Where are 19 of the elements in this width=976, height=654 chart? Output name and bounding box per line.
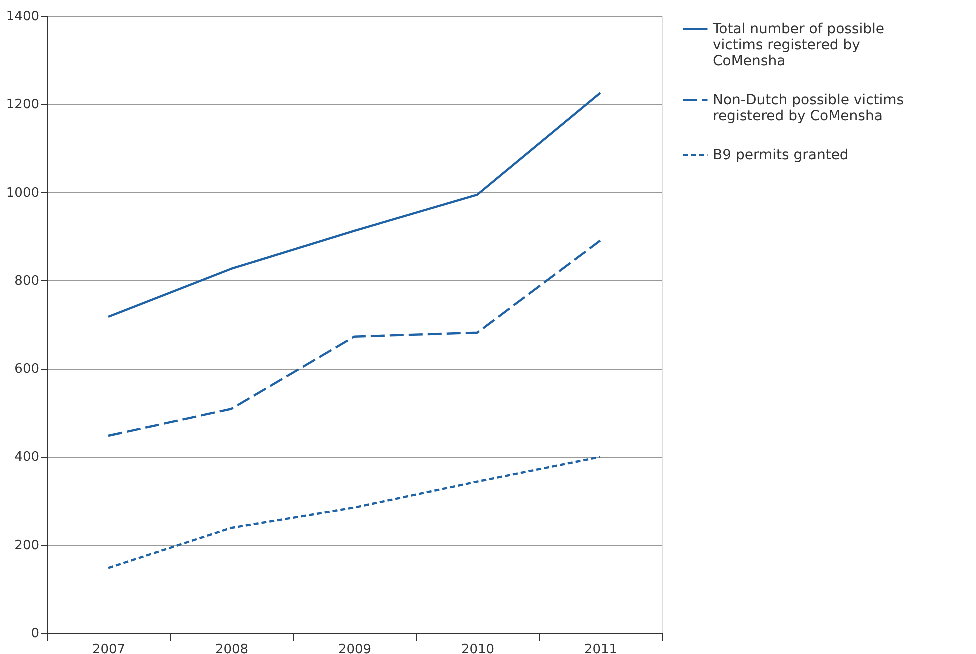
line-series	[107, 240, 602, 438]
y-tick-label: 600	[14, 362, 40, 378]
legend-label: Non-Dutch possible victims registered by CoMensha	[713, 92, 904, 124]
y-tick-label: 0	[31, 626, 40, 642]
line-series	[107, 456, 602, 570]
y-tick-label: 200	[14, 538, 40, 554]
y-tick-label: 800	[14, 274, 40, 289]
x-tick-label: 2010	[461, 642, 495, 654]
x-tick-label: 2011	[584, 642, 618, 654]
y-tick-label: 1000	[6, 186, 40, 201]
legend-label: Total number of possible victims registered by CoMensha	[712, 22, 884, 70]
legend-label: B9 permits granted	[713, 148, 849, 164]
x-tick-label: 2007	[92, 642, 126, 654]
y-tick-label: 1200	[6, 98, 40, 113]
y-tick-label: 400	[14, 450, 40, 466]
x-tick-label: 2008	[215, 642, 249, 654]
y-tick-label: 1400	[6, 10, 40, 24]
x-tick-label: 2009	[338, 642, 372, 654]
line-series	[107, 92, 602, 318]
